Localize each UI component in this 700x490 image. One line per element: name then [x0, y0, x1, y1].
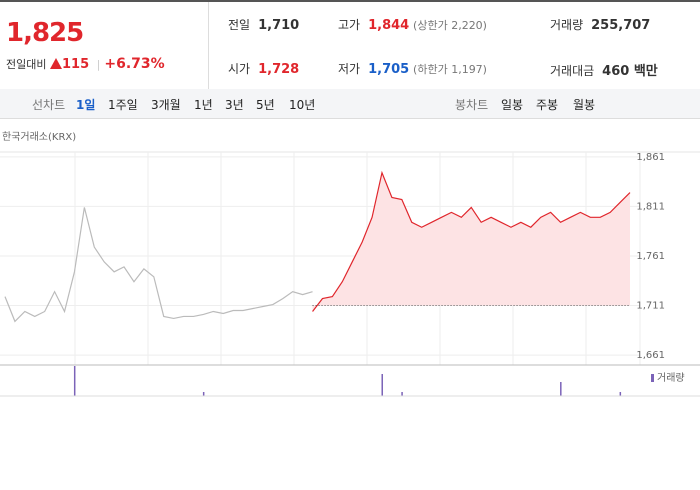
- y-tick-label: 1,661: [636, 350, 665, 361]
- volume-bar: [401, 392, 403, 396]
- tab[interactable]: 1주일: [108, 98, 138, 112]
- stat-label: 시가: [228, 62, 251, 76]
- stat: 거래대금 460 백만: [550, 60, 658, 79]
- tab-group-label: 봉차트: [455, 98, 489, 112]
- stat-label: 거래량: [550, 18, 584, 32]
- tab[interactable]: 주봉: [536, 98, 559, 112]
- stat: 고가 1,844 (상한가 2,220): [338, 16, 487, 33]
- tab[interactable]: 1년: [194, 98, 213, 112]
- tab-group-label: 선차트: [32, 98, 66, 112]
- stat: 시가 1,728: [228, 60, 299, 77]
- chart: 한국거래소(KRX) 1,661 1,711 1,761 1,811 1,861 거래량: [0, 131, 700, 397]
- stat-value: 255,707: [591, 18, 651, 33]
- stat: 저가 1,705 (하한가 1,197): [338, 60, 487, 77]
- y-tick-label: 1,811: [636, 201, 665, 212]
- stat-note: (하한가 1,197): [413, 63, 487, 76]
- change-value: 115: [61, 57, 90, 72]
- stat-value: 460 백만: [602, 64, 658, 79]
- up-arrow: [49, 58, 62, 69]
- y-tick-label: 1,761: [636, 251, 665, 262]
- stat-label: 전일: [228, 18, 251, 32]
- period-tabs: 선차트 1일 1주일 3개월 1년 3년 5년 10년 봉차트 일봉 주봉 월봉: [0, 89, 700, 119]
- summary: 1,825 전일대비 115 | +6.73%: [0, 2, 209, 90]
- stat-label: 저가: [338, 62, 361, 76]
- y-tick-label: 1,711: [636, 301, 665, 312]
- price-line: [4, 207, 313, 323]
- change: 전일대비 115 | +6.73%: [6, 56, 165, 72]
- legend-label: 거래량: [657, 372, 685, 384]
- stat-label: 고가: [338, 18, 361, 32]
- legend-swatch: [651, 374, 654, 382]
- volume-bar: [560, 382, 562, 396]
- price-line: [312, 170, 631, 312]
- tab[interactable]: 1일: [76, 98, 96, 112]
- stat-label: 거래대금: [550, 64, 595, 78]
- change-label: 전일대비: [6, 58, 47, 71]
- stat-value: 1,705: [368, 62, 410, 77]
- change-rate: +6.73%: [104, 56, 165, 72]
- tab[interactable]: 일봉: [501, 98, 524, 112]
- tab[interactable]: 10년: [289, 98, 316, 112]
- header: 1,825 전일대비 115 | +6.73% 전일 1,710 고가 1,844 (상…: [0, 0, 700, 91]
- tab[interactable]: 3개월: [151, 98, 181, 112]
- stat-value: 1,710: [258, 18, 300, 33]
- volume-bar: [202, 392, 205, 396]
- y-tick-label: 1,861: [636, 152, 665, 163]
- price: 1,825: [6, 18, 84, 48]
- stat: 전일 1,710: [228, 16, 299, 33]
- stat: 거래량 255,707: [550, 16, 650, 33]
- tab[interactable]: 월봉: [573, 98, 596, 112]
- tab[interactable]: 5년: [256, 98, 275, 112]
- source-label: 한국거래소(KRX): [2, 131, 76, 143]
- stat-note: (상한가 2,220): [413, 19, 487, 32]
- stat-value: 1,844: [368, 18, 410, 33]
- area: [312, 172, 630, 312]
- volume-bar: [381, 374, 383, 396]
- volume-bar: [73, 366, 76, 396]
- volume-bar: [619, 392, 622, 396]
- tab[interactable]: 3년: [225, 98, 244, 112]
- stat-value: 1,728: [258, 62, 300, 77]
